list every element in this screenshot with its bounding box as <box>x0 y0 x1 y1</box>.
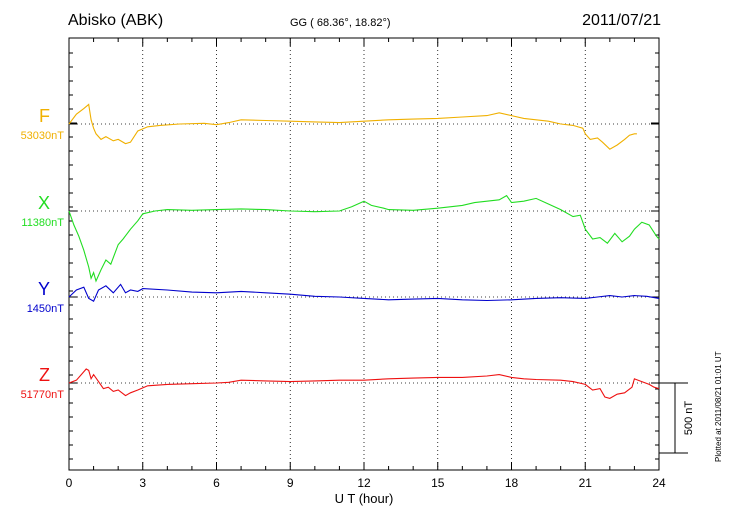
component-letter-f: F <box>39 106 50 126</box>
series-line-x <box>68 194 660 283</box>
scale-bar-label: 500 nT <box>683 401 695 436</box>
x-axis-label: U T (hour) <box>335 491 394 506</box>
x-tick-label: 12 <box>357 476 371 490</box>
component-baseline-f: 53030nT <box>20 130 64 142</box>
x-tick-label: 18 <box>505 476 519 490</box>
component-baseline-x: 11380nT <box>21 217 64 229</box>
series-line-f <box>68 103 637 150</box>
x-tick-label: 6 <box>213 476 220 490</box>
x-tick-label: 21 <box>579 476 593 490</box>
component-letter-y: Y <box>37 279 50 299</box>
x-tick-label: 3 <box>139 476 146 490</box>
x-tick-label: 15 <box>431 476 445 490</box>
plotted-timestamp: Plotted at 2011/08/21 01:01 UT <box>714 351 723 462</box>
x-tick-label: 24 <box>652 476 666 490</box>
component-baseline-y: 1450nT <box>26 303 64 315</box>
series-line-y <box>68 283 660 302</box>
x-tick-label: 0 <box>66 476 73 490</box>
component-baseline-z: 51770nT <box>20 389 64 401</box>
station-title: Abisko (ABK) <box>68 12 164 29</box>
series-line-z <box>68 368 660 399</box>
component-letter-z: Z <box>39 365 50 385</box>
component-letter-x: X <box>37 193 50 213</box>
plot-date: 2011/07/21 <box>582 12 661 29</box>
station-coordinates: GG ( 68.36°, 18.82°) <box>290 17 391 29</box>
x-tick-label: 9 <box>287 476 294 490</box>
